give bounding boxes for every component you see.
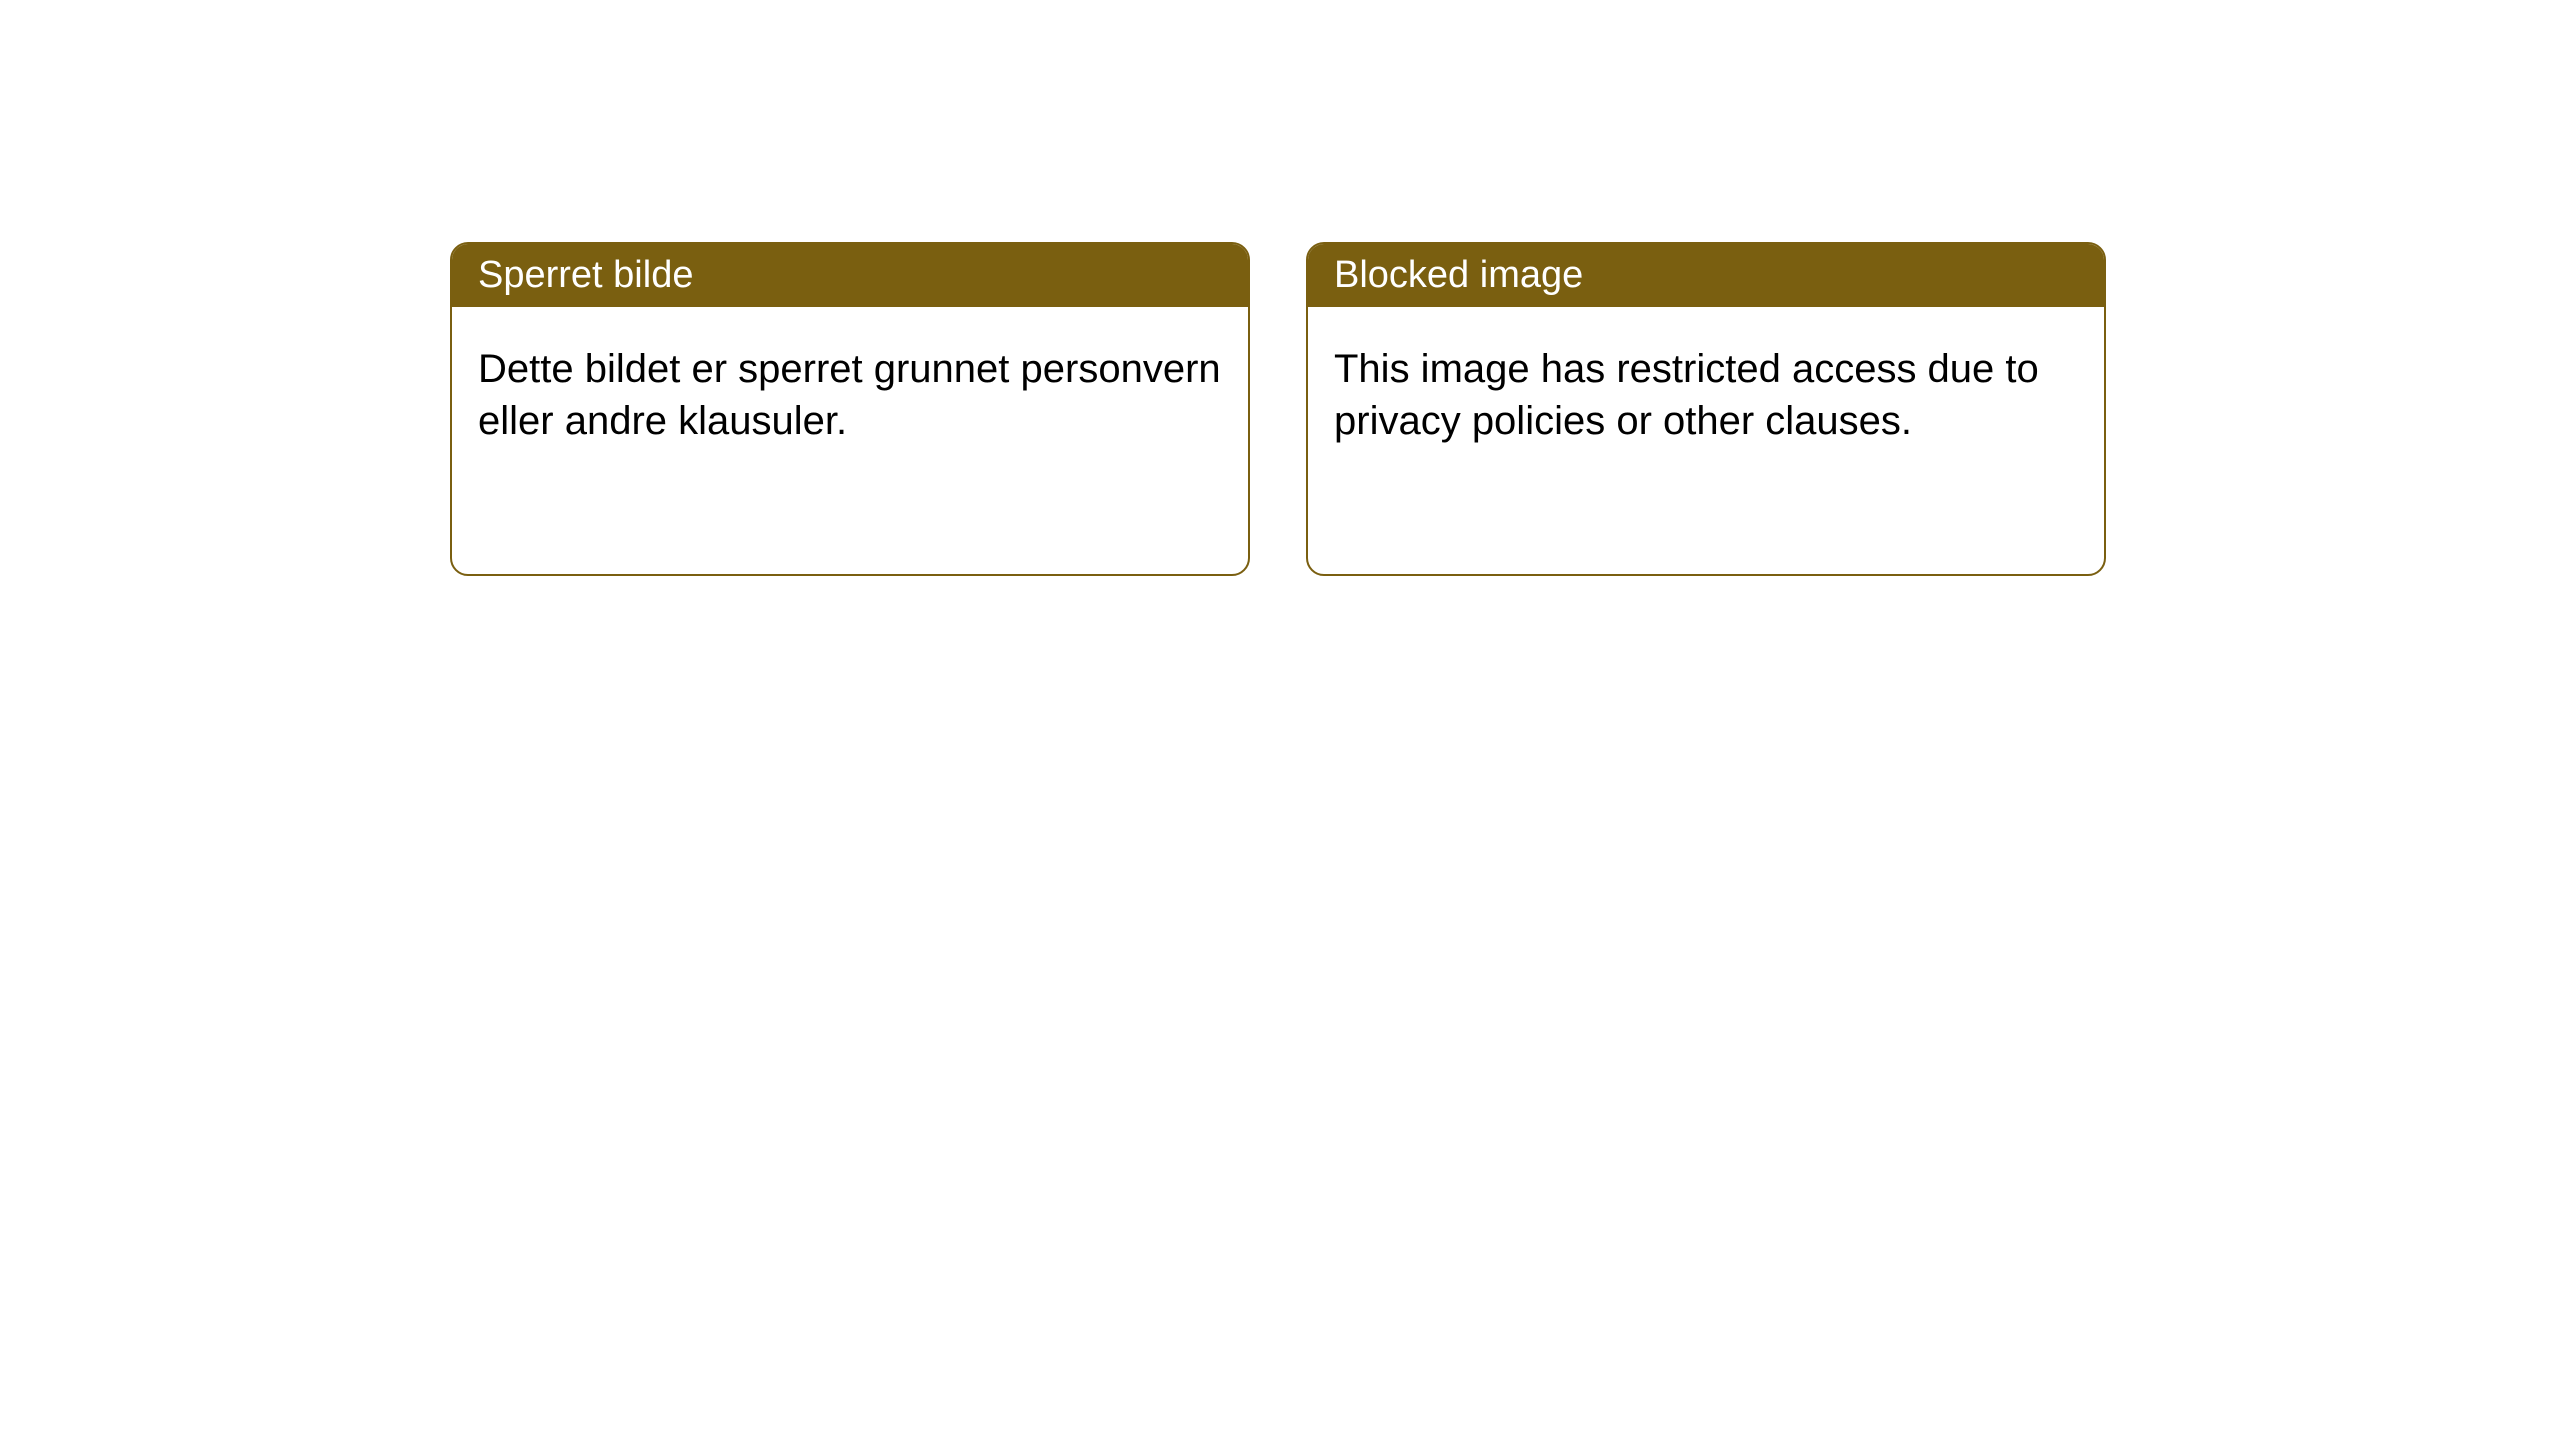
card-title: Blocked image xyxy=(1334,254,1583,296)
card-body-text: Dette bildet er sperret grunnet personve… xyxy=(478,347,1221,443)
card-body: This image has restricted access due to … xyxy=(1308,307,2104,483)
card-title: Sperret bilde xyxy=(478,254,693,296)
card-header: Blocked image xyxy=(1308,244,2104,307)
card-header: Sperret bilde xyxy=(452,244,1248,307)
card-body-text: This image has restricted access due to … xyxy=(1334,347,2039,443)
notice-card-english: Blocked image This image has restricted … xyxy=(1306,242,2106,576)
notice-card-container: Sperret bilde Dette bildet er sperret gr… xyxy=(450,242,2106,576)
card-body: Dette bildet er sperret grunnet personve… xyxy=(452,307,1248,483)
notice-card-norwegian: Sperret bilde Dette bildet er sperret gr… xyxy=(450,242,1250,576)
